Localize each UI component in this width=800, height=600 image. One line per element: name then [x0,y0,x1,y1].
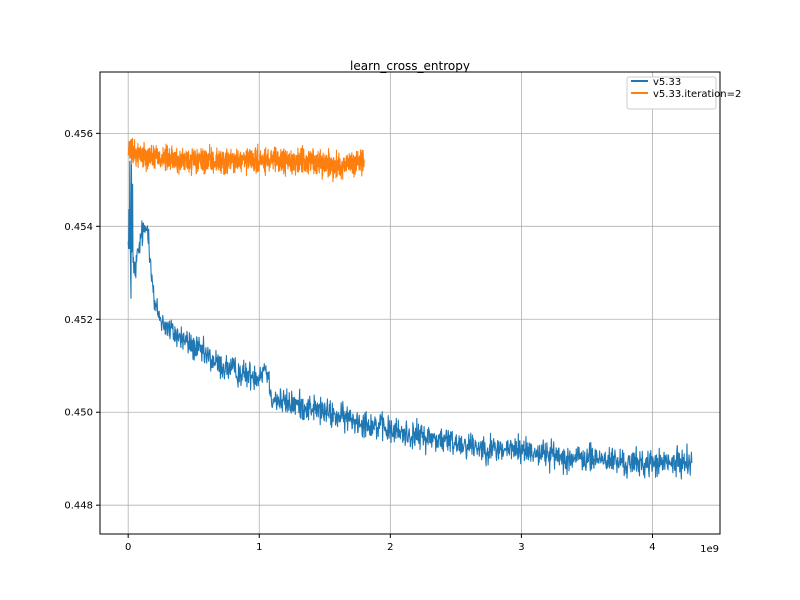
axis-ticks: 0 1 2 3 4 0.448 0.450 0.452 0.454 0.456 [64,129,655,553]
legend-label-v5-33: v5.33 [653,77,681,88]
x-tick-label: 4 [649,542,655,553]
y-tick-label: 0.456 [64,129,93,140]
grid [100,72,720,534]
y-tick-label: 0.454 [64,222,93,233]
x-tick-label: 0 [125,542,131,553]
series-lines [127,137,693,480]
y-tick-label: 0.450 [64,408,93,419]
y-tick-label: 0.452 [64,315,93,326]
series-line-v5-33 [127,144,693,480]
chart-title: learn_cross_entropy [350,59,470,73]
y-tick-label: 0.448 [64,501,93,512]
x-tick-label: 2 [387,542,393,553]
legend: v5.33 v5.33.iteration=2 [626,76,741,110]
legend-box [626,76,717,110]
x-tick-label: 3 [518,542,524,553]
series-line-v5-33-iteration-2 [127,137,365,183]
x-offset-label: 1e9 [700,544,719,555]
x-tick-label: 1 [256,542,262,553]
plot-area-frame [99,71,721,535]
legend-label-v5-33-iteration-2: v5.33.iteration=2 [653,89,741,100]
